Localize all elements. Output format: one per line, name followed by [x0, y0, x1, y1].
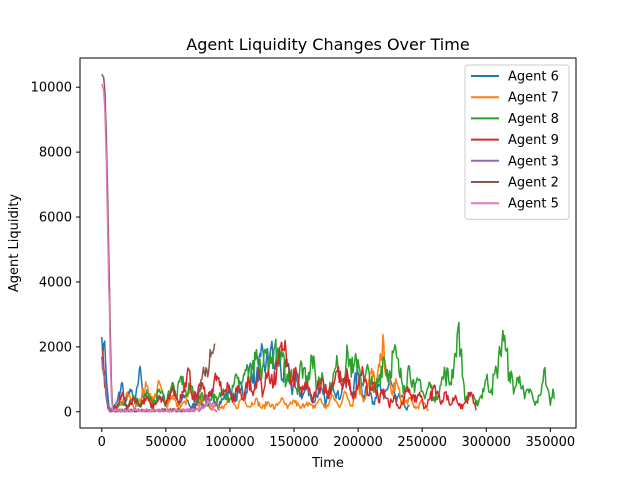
y-tick-label: 0: [64, 405, 72, 420]
plot-frame: [79, 57, 577, 429]
series-line-agent-9: [101, 339, 477, 413]
legend-label: Agent 5: [508, 197, 559, 212]
y-tick-label: 6000: [39, 211, 72, 226]
x-axis-label: Time: [311, 456, 344, 471]
series-line-agent-2: [101, 73, 216, 413]
legend-label: Agent 2: [508, 176, 559, 191]
series-line-agent-5: [101, 83, 218, 413]
x-tick-label: 150000: [269, 435, 319, 450]
y-tick-label: 4000: [39, 275, 72, 290]
y-tick-label: 2000: [39, 340, 72, 355]
x-tick-label: 200000: [333, 435, 383, 450]
x-tick-label: 50000: [145, 435, 186, 450]
axis-ticks: 0 50000 100000 150000 200000 250000 300000 3500…: [31, 81, 576, 450]
y-tick-label: 8000: [39, 146, 72, 161]
legend-label: Agent 9: [508, 133, 559, 148]
legend-label: Agent 3: [508, 154, 559, 169]
x-tick-label: 350000: [526, 435, 576, 450]
plot-area: [101, 73, 555, 413]
chart-title: Agent Liquidity Changes Over Time: [186, 35, 469, 54]
x-tick-label: 0: [98, 435, 106, 450]
legend-label: Agent 8: [508, 112, 559, 127]
x-tick-label: 250000: [397, 435, 447, 450]
y-tick-label: 10000: [31, 81, 72, 96]
legend-box: [464, 64, 570, 220]
x-tick-label: 100000: [205, 435, 255, 450]
y-axis-label: Agent Liquidity: [7, 194, 22, 293]
legend-label: Agent 7: [508, 91, 559, 106]
legend: Agent 6 Agent 7 Agent 8 Agent 9 Agent 3 Agent…: [464, 64, 570, 220]
legend-label: Agent 6: [508, 70, 559, 85]
x-tick-label: 300000: [461, 435, 511, 450]
